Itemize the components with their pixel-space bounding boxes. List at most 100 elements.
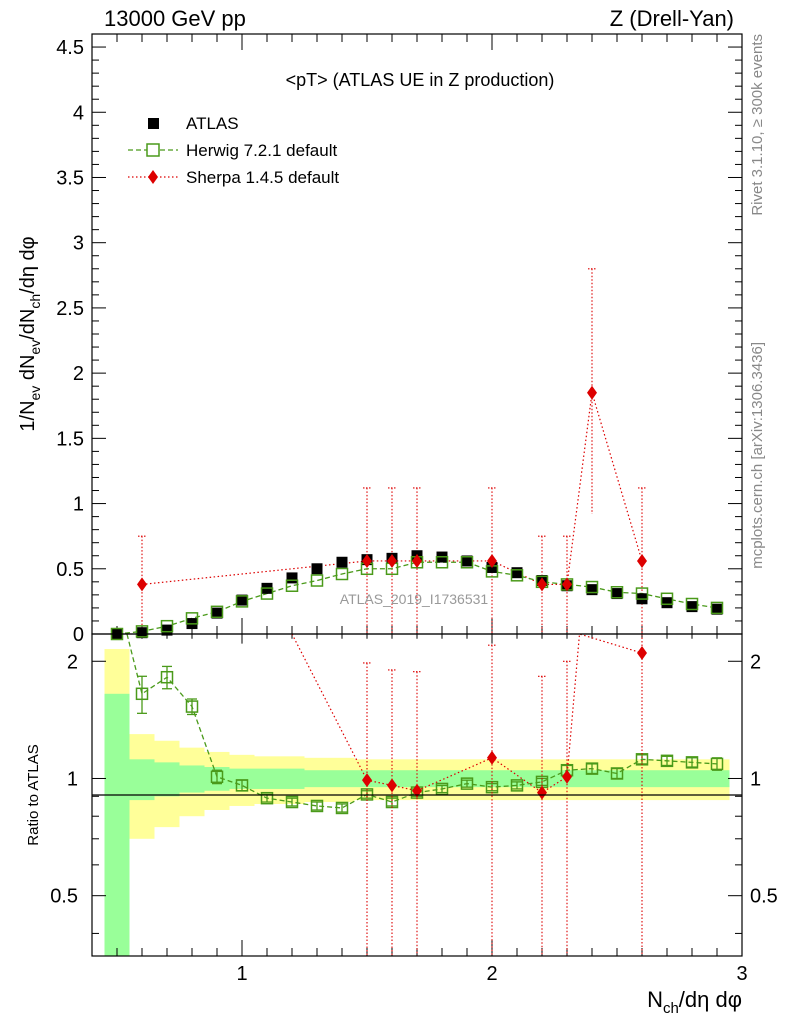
main-y-tick-label: 4.5: [56, 37, 84, 59]
header-right-label: Z (Drell-Yan): [610, 6, 734, 31]
main-y-tick-label: 4: [73, 102, 84, 124]
herwig-point: [260, 587, 274, 600]
herwig-ratio-point: [285, 795, 299, 809]
svg-text:1/Nev dNev/dNch/dη dφ: 1/Nev dNev/dNch/dη dφ: [17, 236, 43, 431]
herwig-point: [160, 619, 174, 633]
main-y-tick-label: 2: [73, 363, 84, 385]
sherpa-point: [487, 553, 497, 568]
herwig-ratio-point: [185, 700, 199, 713]
main-y-tick-label: 3: [73, 233, 84, 255]
sherpa-ratio-point: [562, 769, 572, 784]
atlas-data-point: [236, 594, 248, 606]
main-y-tick-label: 0.5: [56, 559, 84, 581]
main-panel-series: [110, 268, 724, 641]
ratio-y-tick-label: 1: [67, 768, 78, 790]
herwig-point: [335, 567, 349, 581]
herwig-point: [310, 574, 324, 587]
herwig-point: [585, 580, 599, 594]
sherpa-main-line: [141, 392, 643, 586]
herwig-ratio-point: [635, 753, 649, 766]
sherpa-point: [412, 553, 422, 568]
herwig-ratio-point: [435, 782, 449, 796]
herwig-ratio-point: [485, 780, 499, 794]
sherpa-ratio-point: [487, 750, 497, 765]
herwig-point: [660, 592, 674, 606]
herwig-point: [135, 625, 149, 638]
ratio-y-tick-label-right: 2: [750, 651, 761, 673]
rivet-version-label: Rivet 3.1.10, ≥ 300k events: [749, 34, 766, 216]
herwig-point: [285, 579, 299, 592]
stat-uncertainty-band: [254, 768, 280, 789]
ratio-bands: [104, 649, 730, 956]
main-y-tick-label: 3.5: [56, 167, 84, 189]
herwig-ratio-point: [710, 757, 724, 771]
herwig-point: [510, 569, 524, 582]
herwig-ratio-point: [335, 801, 349, 815]
sherpa-ratio-point: [637, 646, 647, 661]
herwig-ratio-point: [660, 754, 674, 768]
legend-sherpa-label: Sherpa 1.4.5 default: [186, 168, 339, 187]
atlas-data-point: [686, 601, 698, 613]
x-tick-label: 3: [736, 963, 747, 985]
sherpa-point: [387, 553, 397, 568]
sherpa-point: [362, 553, 372, 568]
sherpa-ratio-point: [362, 773, 372, 788]
atlas-data-point: [311, 563, 323, 575]
herwig-ratio-point: [135, 687, 149, 701]
atlas-data-point: [161, 624, 173, 636]
herwig-point: [435, 556, 449, 569]
x-tick-label: 1: [236, 963, 247, 985]
herwig-point: [710, 601, 724, 615]
herwig-point: [210, 605, 224, 619]
stat-uncertainty-band: [704, 770, 730, 788]
mcplots-label: mcplots.cern.ch [arXiv:1306.3436]: [749, 342, 766, 569]
stat-uncertainty-band: [404, 770, 430, 788]
plot-title: <pT> (ATLAS UE in Z production): [286, 70, 555, 90]
stat-uncertainty-band: [154, 762, 180, 797]
ratio-panel-frame: [91, 633, 743, 957]
legend-atlas-marker: [148, 118, 159, 129]
ratio-y-tick-label-right: 1: [750, 768, 761, 790]
ratio-panel-series: [126, 633, 724, 956]
main-y-tick-label: 1.5: [56, 428, 84, 450]
legend-atlas-label: ATLAS: [186, 114, 239, 133]
main-ylabel: 1/Nev dNev/dNch/dη dφ: [17, 236, 43, 431]
main-y-tick-label: 1: [73, 494, 84, 516]
main-y-tick-label: 0: [73, 624, 84, 646]
herwig-ratio-point: [210, 770, 224, 784]
herwig-point: [460, 556, 474, 569]
atlas-data-point: [511, 567, 523, 579]
atlas-data-point: [336, 556, 348, 568]
herwig-ratio-point: [685, 756, 699, 769]
atlas-data-point: [586, 584, 598, 596]
atlas-data-point: [611, 588, 623, 600]
stat-uncertainty-band: [179, 765, 205, 793]
stat-uncertainty-band: [329, 770, 355, 788]
analysis-watermark: ATLAS_2019_I1736531: [340, 591, 489, 607]
ratio-y-tick-label: 0.5: [50, 886, 78, 908]
atlas-data-point: [461, 555, 473, 567]
stat-uncertainty-band: [679, 770, 705, 788]
x-tick-label: 2: [486, 963, 497, 985]
herwig-ratio-point: [235, 779, 249, 792]
herwig-ratio-point: [385, 795, 399, 809]
herwig-point: [610, 586, 624, 599]
herwig-ratio-point: [260, 791, 274, 805]
stat-uncertainty-band: [279, 768, 305, 789]
stat-uncertainty-band: [104, 693, 130, 956]
herwig-ratio-point: [610, 767, 624, 780]
header-left-label: 13000 GeV pp: [104, 6, 246, 31]
stat-uncertainty-band: [129, 759, 155, 801]
atlas-data-point: [661, 597, 673, 609]
ratio-y-tick-label-right: 0.5: [750, 886, 778, 908]
atlas-data-point: [211, 607, 223, 619]
sherpa-ratio-point: [412, 783, 422, 798]
sherpa-point: [587, 385, 597, 400]
main-y-tick-label: 2.5: [56, 298, 84, 320]
legend-sherpa-marker: [148, 170, 158, 184]
sherpa-ratio-point: [387, 778, 397, 793]
herwig-point: [635, 587, 649, 600]
legend: ATLAS Herwig 7.2.1 default Sherpa 1.4.5 …: [128, 114, 339, 187]
sherpa-point: [637, 553, 647, 568]
